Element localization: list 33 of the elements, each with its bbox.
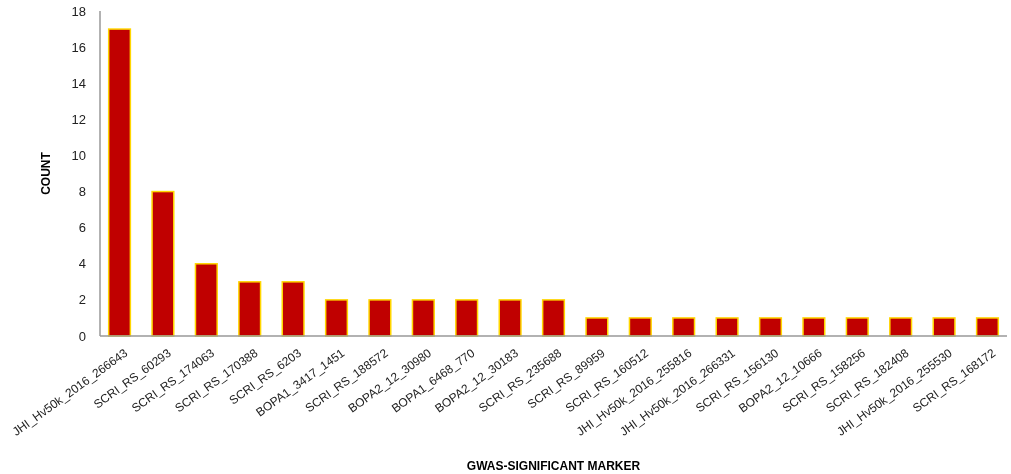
bar [238,281,262,337]
bar [411,299,435,337]
bar [194,263,218,337]
bar [585,317,609,337]
bar [281,281,305,337]
y-tick-label: 0 [78,328,86,344]
bar [932,317,956,337]
bar [455,299,479,337]
y-tick-label: 14 [71,75,86,91]
bar [802,317,826,337]
y-tick-label: 2 [78,292,86,308]
bar [324,299,349,337]
y-axis-title: COUNT [39,151,53,195]
y-tick-label: 6 [78,220,86,236]
bar [758,317,783,337]
bar [368,299,392,337]
bar [498,299,522,337]
bar [151,190,175,337]
bar [628,317,652,337]
y-tick-label: 8 [78,184,86,200]
y-tick-label: 16 [71,39,86,55]
bar [672,317,696,337]
bar [107,28,132,337]
y-tick-label: 18 [71,3,86,19]
y-tick-label: 4 [78,256,86,272]
bar [715,317,739,337]
bar [541,299,566,337]
y-tick-label: 12 [71,111,86,127]
x-axis-title: GWAS-SIGNIFICANT MARKER [466,459,641,473]
bar [845,317,869,337]
bar [889,317,913,337]
bar [975,317,1000,337]
y-tick-label: 10 [71,147,86,163]
